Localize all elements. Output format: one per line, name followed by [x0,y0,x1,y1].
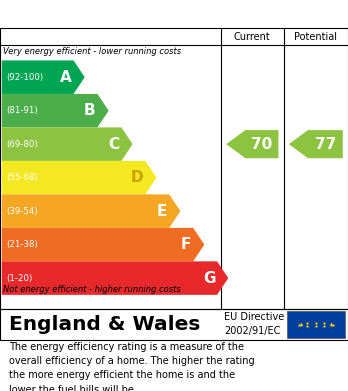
Text: (69-80): (69-80) [6,140,38,149]
Polygon shape [289,130,343,158]
Polygon shape [2,61,85,94]
Bar [287,311,345,338]
Polygon shape [2,228,204,261]
Polygon shape [2,261,228,295]
Polygon shape [2,127,133,161]
Text: Energy Efficiency Rating: Energy Efficiency Rating [9,5,249,23]
Text: (81-91): (81-91) [6,106,38,115]
Text: Very energy efficient - lower running costs: Very energy efficient - lower running co… [3,47,182,56]
Text: (1-20): (1-20) [6,274,32,283]
Text: The energy efficiency rating is a measure of the
overall efficiency of a home. T: The energy efficiency rating is a measur… [9,342,254,391]
Text: EU Directive
2002/91/EC: EU Directive 2002/91/EC [224,312,285,336]
Text: (55-68): (55-68) [6,173,38,182]
Polygon shape [2,194,180,228]
Text: Not energy efficient - higher running costs: Not energy efficient - higher running co… [3,285,181,294]
Text: (92-100): (92-100) [6,73,43,82]
Text: England & Wales: England & Wales [9,315,200,334]
Text: C: C [109,137,120,152]
Text: 70: 70 [251,137,272,152]
Polygon shape [2,94,109,127]
Text: F: F [181,237,191,252]
Text: E: E [157,204,167,219]
Text: Potential: Potential [294,32,337,41]
Text: (39-54): (39-54) [6,206,38,215]
Polygon shape [2,161,157,194]
Text: Current: Current [234,32,271,41]
Polygon shape [226,130,278,158]
Text: B: B [84,103,96,118]
Text: D: D [131,170,144,185]
Text: A: A [60,70,72,85]
Text: 77: 77 [315,137,336,152]
Text: G: G [203,271,215,285]
Text: (21-38): (21-38) [6,240,38,249]
